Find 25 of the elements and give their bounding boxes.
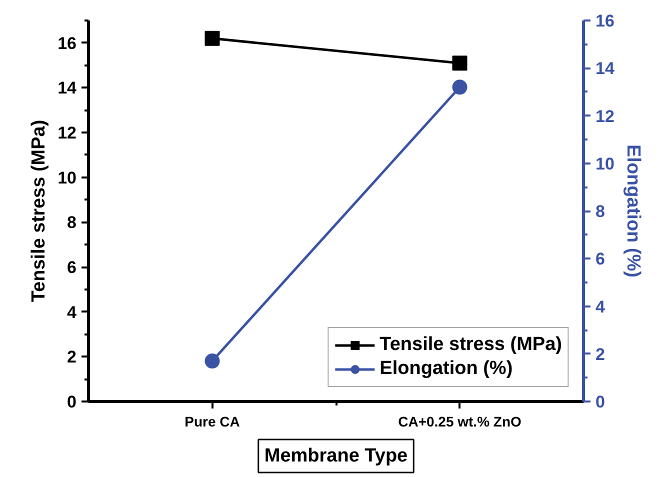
y-tick-label: 6 [67,258,77,278]
y2-tick-label: 2 [596,344,605,364]
y2-tick-label: 8 [596,202,605,221]
y-tick-label: 10 [58,168,77,188]
y2-axis-title: Elongation (%) [622,144,644,278]
y-axis-title: Tensile stress (MPa) [28,120,50,302]
x-axis-title: Membrane Type [264,446,408,466]
y-tick-label: 0 [67,392,77,412]
y2-tick-label: 0 [596,392,605,412]
y-tick-label: 14 [58,78,78,98]
y2-tick-label: 6 [596,250,605,269]
y2-tick-label: 14 [596,59,615,78]
y2-tick-label: 4 [596,297,606,316]
x-tick-label: Pure CA [184,414,240,430]
y2-tick-label: 12 [596,106,614,126]
y-tick-label: 16 [58,34,77,53]
y-tick-label: 8 [67,213,77,232]
y2-tick-label: 16 [596,12,614,30]
y2-tick-label: 10 [596,154,614,174]
x-tick-label: CA+0.25 wt.% ZnO [398,414,522,430]
y-tick-label: 4 [67,302,78,322]
y-tick-label: 12 [58,124,77,143]
y-tick-label: 2 [67,348,77,367]
legend-label: Tensile stress (MPa) [380,334,562,356]
legend-label: Elongation (%) [380,358,513,380]
